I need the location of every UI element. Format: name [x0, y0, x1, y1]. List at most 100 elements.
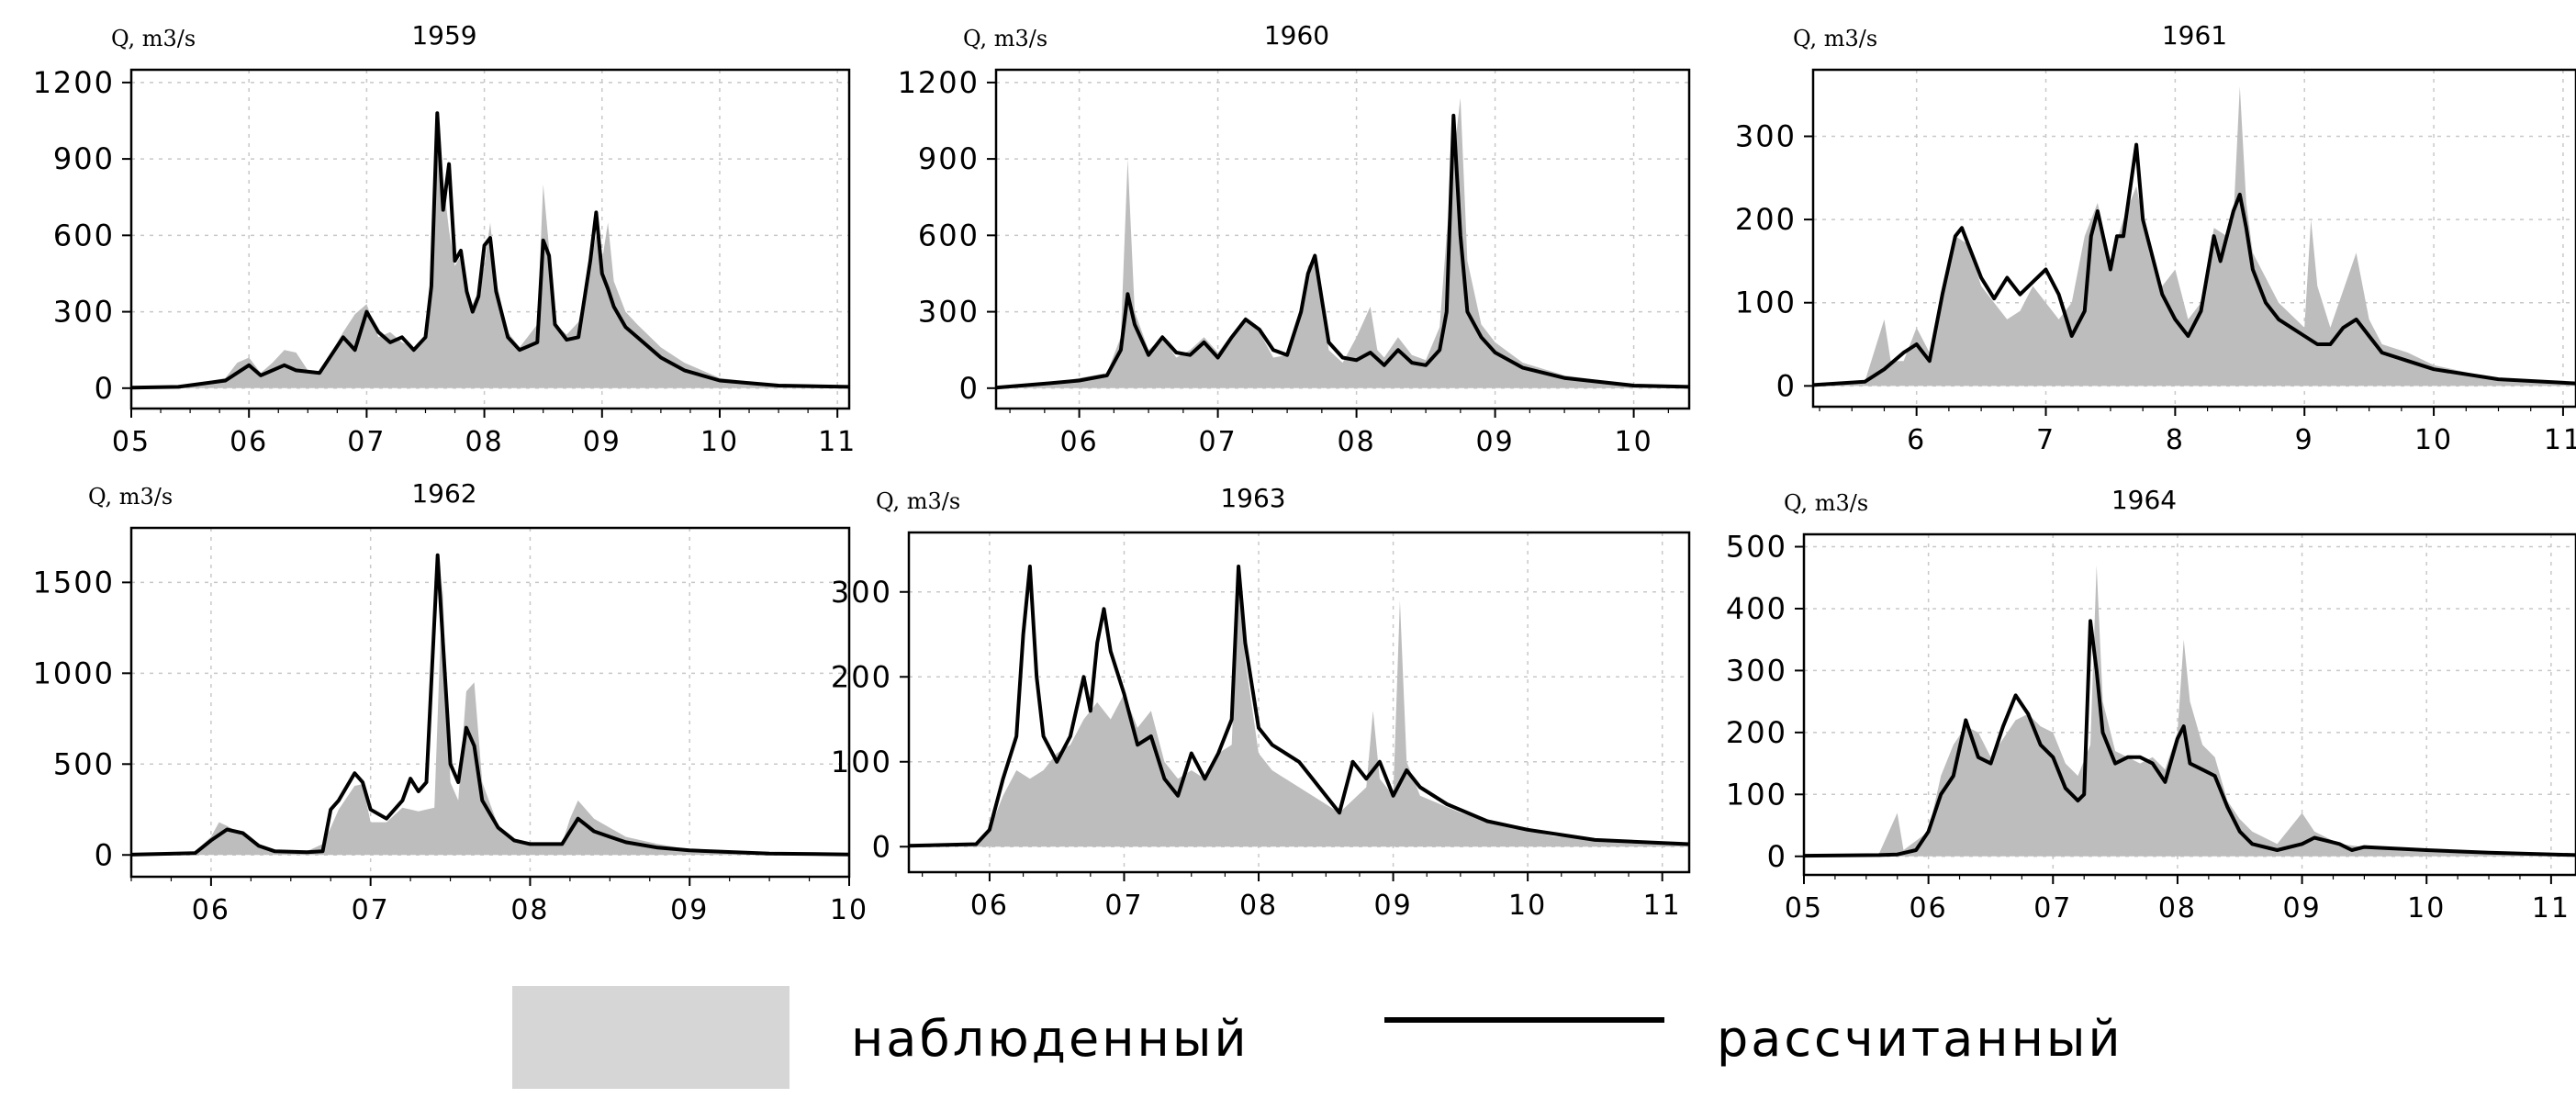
x-tick-label: 11 — [818, 426, 857, 458]
x-tick-label: 11 — [2544, 424, 2576, 456]
y-tick-label: 200 — [1726, 715, 1787, 750]
observed-series-1961 — [1813, 86, 2576, 387]
x-tick-label: 11 — [2532, 892, 2570, 924]
y-unit-label: Q, m3/s — [88, 484, 173, 510]
y-unit-label: Q, m3/s — [1784, 490, 1868, 516]
x-tick-label: 05 — [1785, 892, 1823, 924]
y-unit-label: Q, m3/s — [876, 488, 960, 514]
x-tick-label: 07 — [352, 894, 390, 926]
chart-1961: 6 7 8 9 10 11 0 100 200 300 Q, m3/s 1961 — [1735, 20, 2576, 456]
y-tick-label: 300 — [1726, 653, 1787, 688]
y-tick-label: 100 — [1726, 777, 1787, 812]
y-tick-label: 300 — [1735, 118, 1797, 153]
y-unit-label: Q, m3/s — [963, 26, 1047, 51]
y-tick-label: 1200 — [898, 65, 980, 100]
y-tick-label: 200 — [831, 659, 892, 694]
y-tick-label: 1000 — [33, 655, 115, 690]
x-tick-label: 06 — [192, 894, 230, 926]
y-tick-label: 900 — [53, 141, 115, 176]
observed-series-1960 — [996, 97, 1689, 388]
chart-title: 1964 — [2111, 485, 2177, 515]
x-tick-label: 08 — [1239, 890, 1278, 922]
legend-calculated-label: рассчитанный — [1717, 1010, 2123, 1068]
x-tick-label: 08 — [2158, 892, 2197, 924]
chart-title: 1963 — [1220, 483, 1285, 513]
x-tick-label: 07 — [1104, 890, 1143, 922]
chart-title: 1960 — [1264, 20, 1329, 50]
chart-title: 1961 — [2162, 20, 2227, 50]
x-tick-label: 11 — [1643, 890, 1682, 922]
x-tick-label: 10 — [1508, 890, 1547, 922]
y-tick-label: 0 — [1767, 839, 1787, 874]
x-tick-label: 10 — [1615, 426, 1653, 458]
y-tick-label: 300 — [831, 575, 892, 610]
x-tick-label: 08 — [1338, 426, 1376, 458]
x-tick-label: 09 — [670, 894, 709, 926]
chart-title: 1959 — [411, 20, 476, 50]
x-tick-label: 09 — [1373, 890, 1412, 922]
y-tick-label: 0 — [1776, 368, 1797, 403]
y-tick-label: 1200 — [33, 65, 115, 100]
calculated-series-1960 — [995, 113, 1690, 390]
y-tick-label: 500 — [1726, 529, 1787, 564]
y-tick-label: 0 — [959, 371, 980, 406]
x-tick-label: 9 — [2295, 424, 2314, 456]
plot-frame — [1802, 532, 2576, 877]
chart-1959: 05 06 07 08 09 10 11 0 300 600 900 1200 Q, m3/s 1959 — [33, 20, 857, 458]
x-tick-label: 06 — [1910, 892, 1948, 924]
y-tick-label: 300 — [53, 295, 115, 330]
observed-series-1964 — [1804, 565, 2576, 857]
x-tick-label: 10 — [830, 894, 868, 926]
y-tick-label: 600 — [918, 218, 980, 252]
legend-observed-swatch — [512, 986, 790, 1089]
x-tick-label: 7 — [2036, 424, 2055, 456]
calculated-series-1961 — [1812, 142, 2576, 387]
y-unit-label: Q, m3/s — [111, 26, 196, 51]
plot-frame — [1811, 68, 2576, 409]
x-tick-label: 08 — [465, 426, 503, 458]
x-tick-label: 09 — [2282, 892, 2321, 924]
chart-1960: 06 07 08 09 10 0 300 600 900 1200 Q, m3/s 1960 — [898, 20, 1691, 458]
legend-calculated-swatch — [1384, 1017, 1664, 1023]
x-tick-label: 06 — [970, 890, 1009, 922]
x-tick-label: 07 — [347, 426, 386, 458]
y-unit-label: Q, m3/s — [1793, 26, 1877, 51]
plot-frame — [907, 531, 1691, 874]
y-tick-label: 0 — [872, 829, 892, 864]
x-tick-label: 07 — [1199, 426, 1238, 458]
x-tick-label: 8 — [2166, 424, 2185, 456]
y-tick-label: 100 — [1735, 286, 1797, 320]
calculated-series-1963 — [908, 565, 1690, 848]
y-tick-label: 300 — [918, 295, 980, 330]
calculated-series-1959 — [130, 111, 850, 390]
y-tick-label: 0 — [95, 371, 115, 406]
chart-1964: 05 06 07 08 09 10 11 0 100 200 300 400 500 Q, m3/s 196… — [1726, 485, 2576, 924]
x-tick-label: 09 — [1476, 426, 1515, 458]
x-tick-label: 09 — [583, 426, 622, 458]
y-tick-label: 500 — [53, 746, 115, 781]
y-tick-label: 600 — [53, 218, 115, 252]
x-tick-label: 10 — [700, 426, 739, 458]
calculated-series-1962 — [130, 553, 850, 857]
x-tick-label: 05 — [112, 426, 151, 458]
calculated-series-1964 — [1803, 619, 2576, 858]
y-tick-label: 100 — [831, 745, 892, 779]
chart-1962: 06 07 08 09 10 0 500 1000 1500 Q, m3/s 1962 — [33, 478, 868, 926]
legend-observed-label: наблюденный — [851, 1010, 1249, 1068]
plot-frame — [129, 68, 851, 410]
y-tick-label: 0 — [95, 837, 115, 872]
chart-1963: 06 07 08 09 10 11 0 100 200 300 Q, m3/s 1963 — [831, 483, 1691, 922]
chart-title: 1962 — [411, 478, 476, 509]
x-tick-label: 10 — [2407, 892, 2446, 924]
x-tick-label: 08 — [510, 894, 549, 926]
x-tick-label: 06 — [1060, 426, 1099, 458]
x-tick-label: 10 — [2414, 424, 2453, 456]
y-tick-label: 200 — [1735, 202, 1797, 237]
plot-frame — [994, 68, 1691, 410]
observed-series-1963 — [909, 566, 1689, 847]
y-tick-label: 1500 — [33, 565, 115, 599]
x-tick-label: 07 — [2033, 892, 2072, 924]
x-tick-label: 06 — [230, 426, 268, 458]
y-tick-label: 900 — [918, 141, 980, 176]
